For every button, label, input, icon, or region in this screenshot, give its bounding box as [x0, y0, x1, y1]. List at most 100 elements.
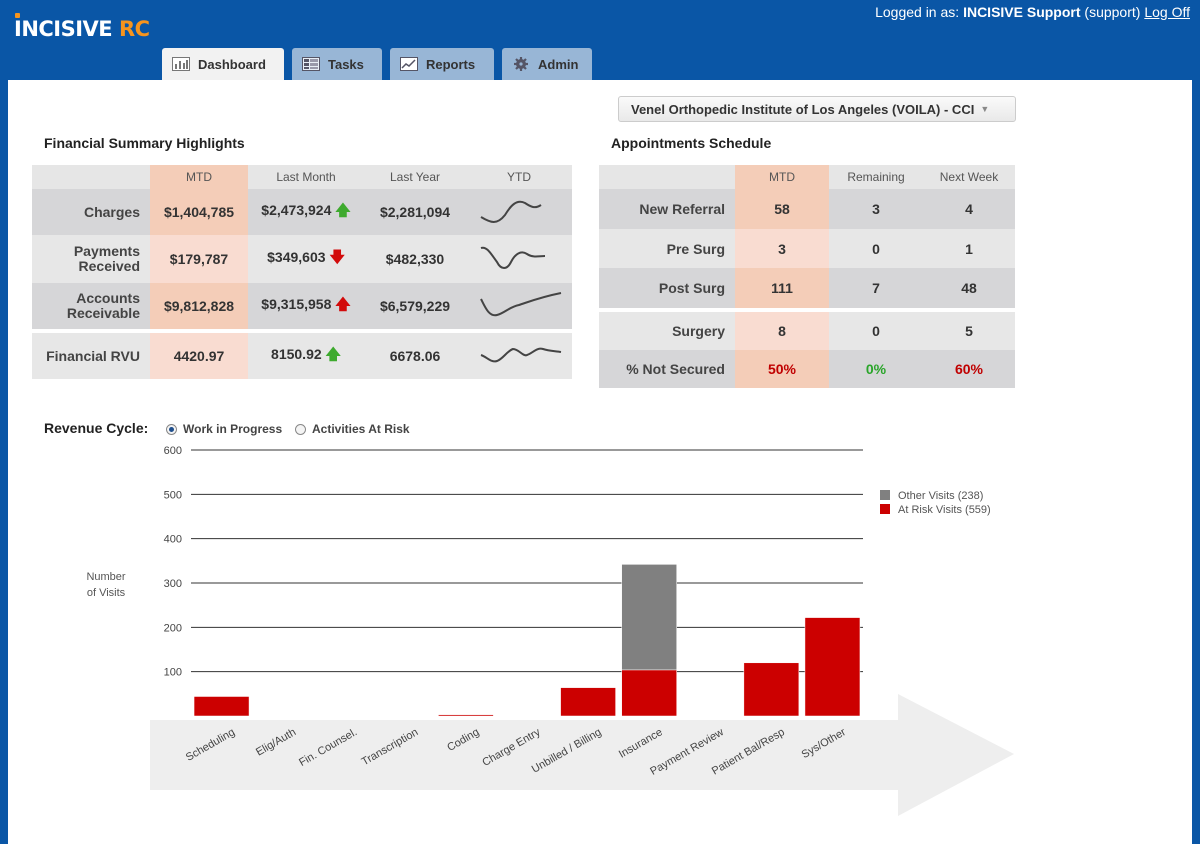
bar-chart-icon: [172, 57, 190, 71]
next-week-value: 4: [923, 189, 1015, 229]
row-label: Accounts Receivable: [32, 283, 150, 329]
dashboard-content: Venel Orthopedic Institute of Los Angele…: [8, 80, 1192, 844]
ytd-sparkline: [466, 333, 572, 379]
y-axis-label: Number: [86, 571, 125, 583]
appt-row-post-surg[interactable]: Post Surg 111 7 48: [599, 268, 1015, 308]
appt-row-not-secured[interactable]: % Not Secured 50% 0% 60%: [599, 350, 1015, 388]
remaining-value: 0: [829, 312, 923, 350]
tab-admin[interactable]: Admin: [502, 48, 592, 80]
row-label: Charges: [32, 189, 150, 235]
sparkline-rvu: [480, 347, 562, 362]
trend-up-red-icon: 🡅: [335, 295, 351, 313]
remaining-value: 7: [829, 268, 923, 308]
appt-row-surgery[interactable]: Surgery 8 0 5: [599, 312, 1015, 350]
logo-text: INCISIVE: [14, 17, 113, 41]
revenue-cycle-label: Revenue Cycle:: [44, 420, 149, 436]
trend-up-icon: 🡅: [325, 345, 341, 363]
mtd-value: $1,404,785: [150, 189, 248, 235]
gear-icon: [514, 57, 528, 71]
next-week-value: 5: [923, 312, 1015, 350]
bar: [193, 696, 250, 717]
mtd-value: $9,812,828: [150, 283, 248, 329]
last-month-cell: $9,315,958 🡅: [248, 283, 364, 329]
y-tick-label: 100: [164, 667, 182, 679]
tab-tasks[interactable]: Tasks: [292, 48, 382, 80]
bar: [804, 617, 861, 717]
app-logo: INCISIVE RC: [14, 13, 150, 41]
mtd-value: 8: [735, 312, 829, 350]
col-last-year: Last Year: [364, 165, 466, 189]
separator-cell: [599, 308, 1015, 312]
logoff-link[interactable]: Log Off: [1144, 4, 1190, 20]
financial-header-row: MTD Last Month Last Year YTD: [32, 165, 572, 189]
legend-swatch: [880, 490, 890, 500]
y-tick-label: 500: [164, 489, 182, 501]
bar: [743, 662, 800, 717]
last-month-cell: $349,603 🡇: [248, 235, 364, 283]
financial-summary-table: MTD Last Month Last Year YTD Charges $1,…: [32, 165, 572, 379]
ytd-sparkline: [466, 189, 572, 235]
financial-row-payments[interactable]: Payments Received $179,787 $349,603 🡇 $4…: [32, 235, 572, 283]
logo-accent-text: RC: [118, 17, 150, 41]
financial-row-ar[interactable]: Accounts Receivable $9,812,828 $9,315,95…: [32, 283, 572, 329]
col-remaining: Remaining: [829, 165, 923, 189]
chevron-down-icon: ▼: [980, 104, 990, 114]
radio-activities-at-risk[interactable]: Activities At Risk: [295, 422, 410, 436]
remaining-value: 0%: [829, 350, 923, 388]
y-tick-label: 600: [164, 445, 182, 457]
last-month-value: $2,473,924: [261, 201, 332, 218]
y-tick-label: 200: [164, 622, 182, 634]
last-month-cell: 8150.92 🡅: [248, 333, 364, 379]
appointments-separator: [599, 308, 1015, 312]
last-year-value: $482,330: [364, 235, 466, 283]
bar: [438, 714, 494, 717]
row-label: Payments Received: [32, 235, 150, 283]
last-year-value: 6678.06: [364, 333, 466, 379]
financial-row-rvu[interactable]: Financial RVU 4420.97 8150.92 🡅 6678.06: [32, 333, 572, 379]
sparkline-charges: [480, 200, 542, 223]
mtd-value: 111: [735, 268, 829, 308]
financial-row-charges[interactable]: Charges $1,404,785 $2,473,924 🡅 $2,281,0…: [32, 189, 572, 235]
col-ytd: YTD: [466, 165, 572, 189]
login-user: INCISIVE Support: [963, 4, 1081, 20]
bar: [560, 687, 616, 717]
radio-work-in-progress[interactable]: Work in Progress: [166, 422, 282, 436]
tab-tasks-label: Tasks: [328, 56, 364, 72]
line-chart-icon: [400, 57, 418, 71]
mtd-value: 58: [735, 189, 829, 229]
appointments-header-row: MTD Remaining Next Week: [599, 165, 1015, 189]
practice-select[interactable]: Venel Orthopedic Institute of Los Angele…: [618, 96, 1016, 122]
trend-up-icon: 🡅: [335, 201, 351, 219]
process-arrow-shape: [150, 694, 1014, 816]
row-label: Post Surg: [599, 268, 735, 308]
appt-row-pre-surg[interactable]: Pre Surg 3 0 1: [599, 229, 1015, 268]
sparkline-payments: [480, 246, 546, 269]
financial-header-blank: [32, 165, 150, 189]
row-label: Pre Surg: [599, 229, 735, 268]
tab-admin-label: Admin: [538, 56, 579, 72]
mtd-value: 4420.97: [150, 333, 248, 379]
tab-reports[interactable]: Reports: [390, 48, 494, 80]
appointments-title: Appointments Schedule: [611, 135, 772, 151]
bar: [621, 564, 677, 671]
last-year-value: $6,579,229: [364, 283, 466, 329]
separator-cell: [32, 329, 572, 333]
radio-label: Work in Progress: [183, 422, 283, 436]
next-week-value: 60%: [923, 350, 1015, 388]
legend-swatch: [880, 504, 890, 514]
radio-selected-icon: [166, 423, 177, 435]
row-label: New Referral: [599, 189, 735, 229]
appointments-table: MTD Remaining Next Week New Referral 58 …: [599, 165, 1015, 388]
last-month-value: $349,603: [267, 248, 326, 265]
bar: [621, 669, 677, 717]
radio-label: Activities At Risk: [312, 422, 410, 436]
tab-dashboard[interactable]: Dashboard: [162, 48, 284, 80]
y-tick-label: 300: [164, 578, 182, 590]
last-month-cell: $2,473,924 🡅: [248, 189, 364, 235]
appt-row-new-referral[interactable]: New Referral 58 3 4: [599, 189, 1015, 229]
row-label: Financial RVU: [32, 333, 150, 379]
col-last-month: Last Month: [248, 165, 364, 189]
practice-select-value: Venel Orthopedic Institute of Los Angele…: [631, 101, 975, 117]
radio-unselected-icon: [295, 423, 306, 435]
